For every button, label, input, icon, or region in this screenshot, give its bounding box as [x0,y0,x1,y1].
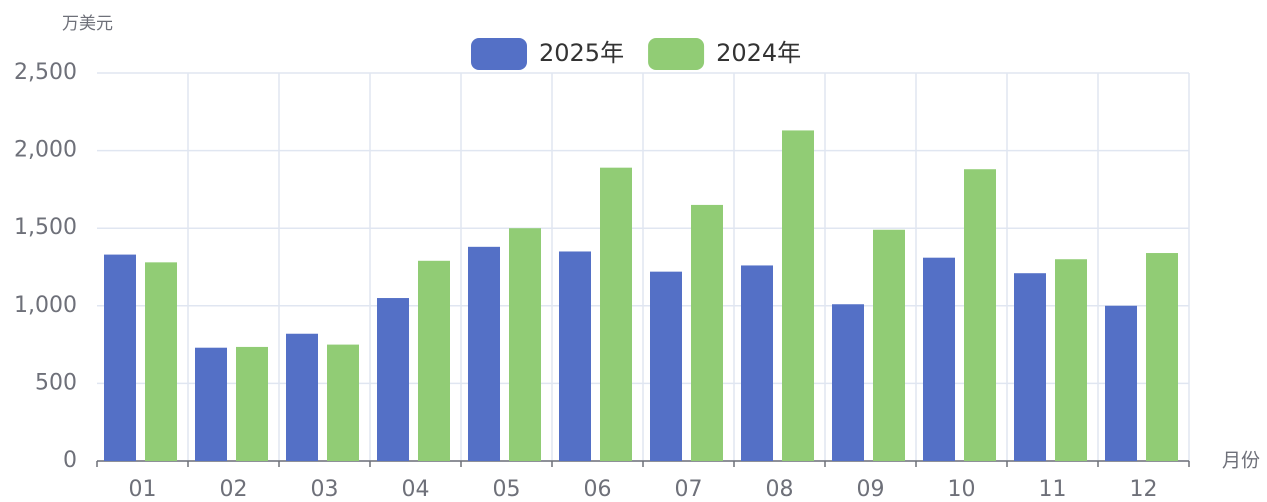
legend-label: 2025年 [539,39,624,67]
x-tick-label: 06 [584,477,612,502]
bar [559,251,591,461]
y-tick-label: 1,000 [14,293,77,318]
bar [964,169,996,461]
bar [741,265,773,461]
bar [509,228,541,461]
bar [782,130,814,461]
x-tick-label: 03 [311,477,339,502]
x-tick-label: 09 [857,477,885,502]
legend-swatch [471,38,527,70]
y-axis-label: 万美元 [62,14,113,34]
y-tick-label: 0 [63,448,77,473]
bar [1146,253,1178,461]
x-tick-label: 11 [1039,477,1067,502]
bar [1014,273,1046,461]
bar [873,229,905,461]
x-tick-label: 02 [220,477,248,502]
y-tick-label: 2,500 [14,60,77,85]
x-tick-label: 12 [1130,477,1158,502]
bar [691,204,723,462]
bar [418,260,450,461]
x-tick-label: 05 [493,477,521,502]
x-tick-label: 01 [129,477,157,502]
legend-swatch [648,38,705,70]
y-tick-label: 1,500 [14,215,77,240]
bar [923,257,955,461]
bar [236,346,268,461]
x-axis-label: 月份 [1222,450,1260,472]
bar [286,333,318,461]
bar [468,246,500,461]
bar [1055,259,1087,461]
legend-label: 2024年 [716,39,801,67]
bar [145,262,177,461]
x-tick-label: 10 [948,477,976,502]
bar [832,304,864,461]
bar [1105,305,1137,461]
bar [327,344,359,461]
bar [650,271,682,461]
bar [600,167,632,461]
bar [104,254,136,461]
x-tick-label: 04 [402,477,430,502]
bar [195,347,227,461]
y-tick-label: 500 [35,370,77,395]
x-tick-label: 08 [766,477,794,502]
y-tick-label: 2,000 [14,138,77,163]
bar [377,298,409,461]
x-tick-label: 07 [675,477,703,502]
